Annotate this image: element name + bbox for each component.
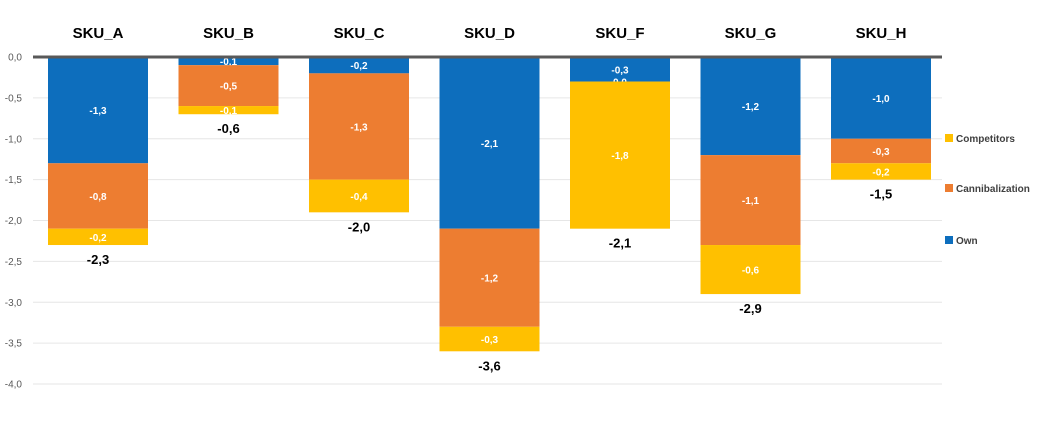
bar-data-label: -0,3 <box>481 335 499 346</box>
bar-segment-cannibalization <box>831 138 931 164</box>
bar-segment-competitors <box>439 326 540 352</box>
legend-label: Own <box>956 236 978 247</box>
y-tick-label: -1,5 <box>5 175 23 186</box>
legend-swatch <box>945 134 953 142</box>
bar-data-label: -2,1 <box>481 139 499 150</box>
bar-data-label: -0,1 <box>220 106 238 117</box>
category-label: SKU_H <box>856 25 907 42</box>
bar-data-label: -0,8 <box>89 192 107 203</box>
bar-segment-cannibalization <box>700 155 801 246</box>
total-label: -2,9 <box>739 301 761 316</box>
bar-segment-own <box>570 57 670 82</box>
bar-data-label: -0,6 <box>742 266 760 277</box>
category-label: SKU_B <box>203 25 254 42</box>
total-label: -2,0 <box>348 219 370 234</box>
bar-segment-competitors <box>570 81 670 229</box>
bar-segment-own <box>439 57 540 229</box>
bar-data-label: -0,2 <box>350 61 368 72</box>
bar-data-label: -0,1 <box>220 57 238 68</box>
category-label: SKU_D <box>464 25 515 42</box>
bar-data-label: -1,0 <box>872 94 890 105</box>
legend-swatch <box>945 236 953 244</box>
bar-data-label: -1,3 <box>350 122 368 133</box>
legend-label: Cannibalization <box>956 184 1030 195</box>
bar-segment-cannibalization <box>48 163 148 229</box>
y-tick-label: -4,0 <box>5 380 23 391</box>
bars: -1,3 -0,8 -0,2 -2,3 -0,1 -0,5 -0,1 -0,6 -0,2 -1,3… <box>48 57 931 373</box>
bar-segment-cannibalization <box>309 73 409 180</box>
bar-data-label: -0,3 <box>611 65 629 76</box>
y-tick-label: -0,5 <box>5 93 23 104</box>
bar-segment-own <box>178 57 279 66</box>
bar-segment-cannibalization <box>439 228 540 327</box>
y-tick-label: -1,0 <box>5 134 23 145</box>
bar-data-label: -1,1 <box>742 196 760 207</box>
bar-segment-own <box>48 57 148 164</box>
category-label: SKU_F <box>595 25 644 42</box>
bar-segment-competitors <box>831 163 931 180</box>
category-label: SKU_C <box>334 25 385 42</box>
y-tick-label: -3,5 <box>5 339 23 350</box>
bar-data-label: -0,2 <box>872 167 890 178</box>
legend-swatch <box>945 184 953 192</box>
y-tick-label: -3,0 <box>5 298 23 309</box>
total-label: -0,6 <box>217 121 239 136</box>
category-label: SKU_G <box>725 25 777 42</box>
bar-data-label: -0,4 <box>350 192 368 203</box>
total-label: -2,1 <box>609 236 631 251</box>
bar-segment-competitors <box>309 179 409 213</box>
y-axis: 0,0 -0,5 -1,0 -1,5 -2,0 -2,5 -3,0 -3,5 -4,0 <box>5 53 23 391</box>
total-label: -2,3 <box>87 252 109 267</box>
total-label: -1,5 <box>870 187 892 202</box>
bar-data-label: -1,3 <box>89 106 107 117</box>
bar-segment-own <box>309 57 409 74</box>
bar-data-label: -0,2 <box>89 233 107 244</box>
category-labels: SKU_A SKU_B SKU_C SKU_D SKU_F SKU_G SKU_H <box>73 25 907 42</box>
bar-segment-own <box>700 57 801 156</box>
y-tick-label: -2,0 <box>5 216 23 227</box>
bar-data-label: -1,2 <box>481 274 499 285</box>
bar-segment-competitors <box>700 245 801 295</box>
bar-segment-cannibalization <box>178 65 279 107</box>
total-label: -3,6 <box>478 358 500 373</box>
legend-label: Competitors <box>956 134 1015 145</box>
y-tick-label: -2,5 <box>5 257 23 268</box>
legend: Competitors Cannibalization Own <box>945 134 1030 247</box>
bar-data-label: -1,2 <box>742 102 760 113</box>
y-tick-label: 0,0 <box>8 53 22 64</box>
bar-data-label: -1,8 <box>611 151 629 162</box>
category-label: SKU_A <box>73 25 124 42</box>
bar-data-label: -0,3 <box>872 147 890 158</box>
bar-data-label: -0,5 <box>220 82 238 93</box>
bar-segment-competitors <box>48 228 148 246</box>
bar-segment-own <box>831 57 931 139</box>
bar-segment-competitors <box>178 106 279 115</box>
